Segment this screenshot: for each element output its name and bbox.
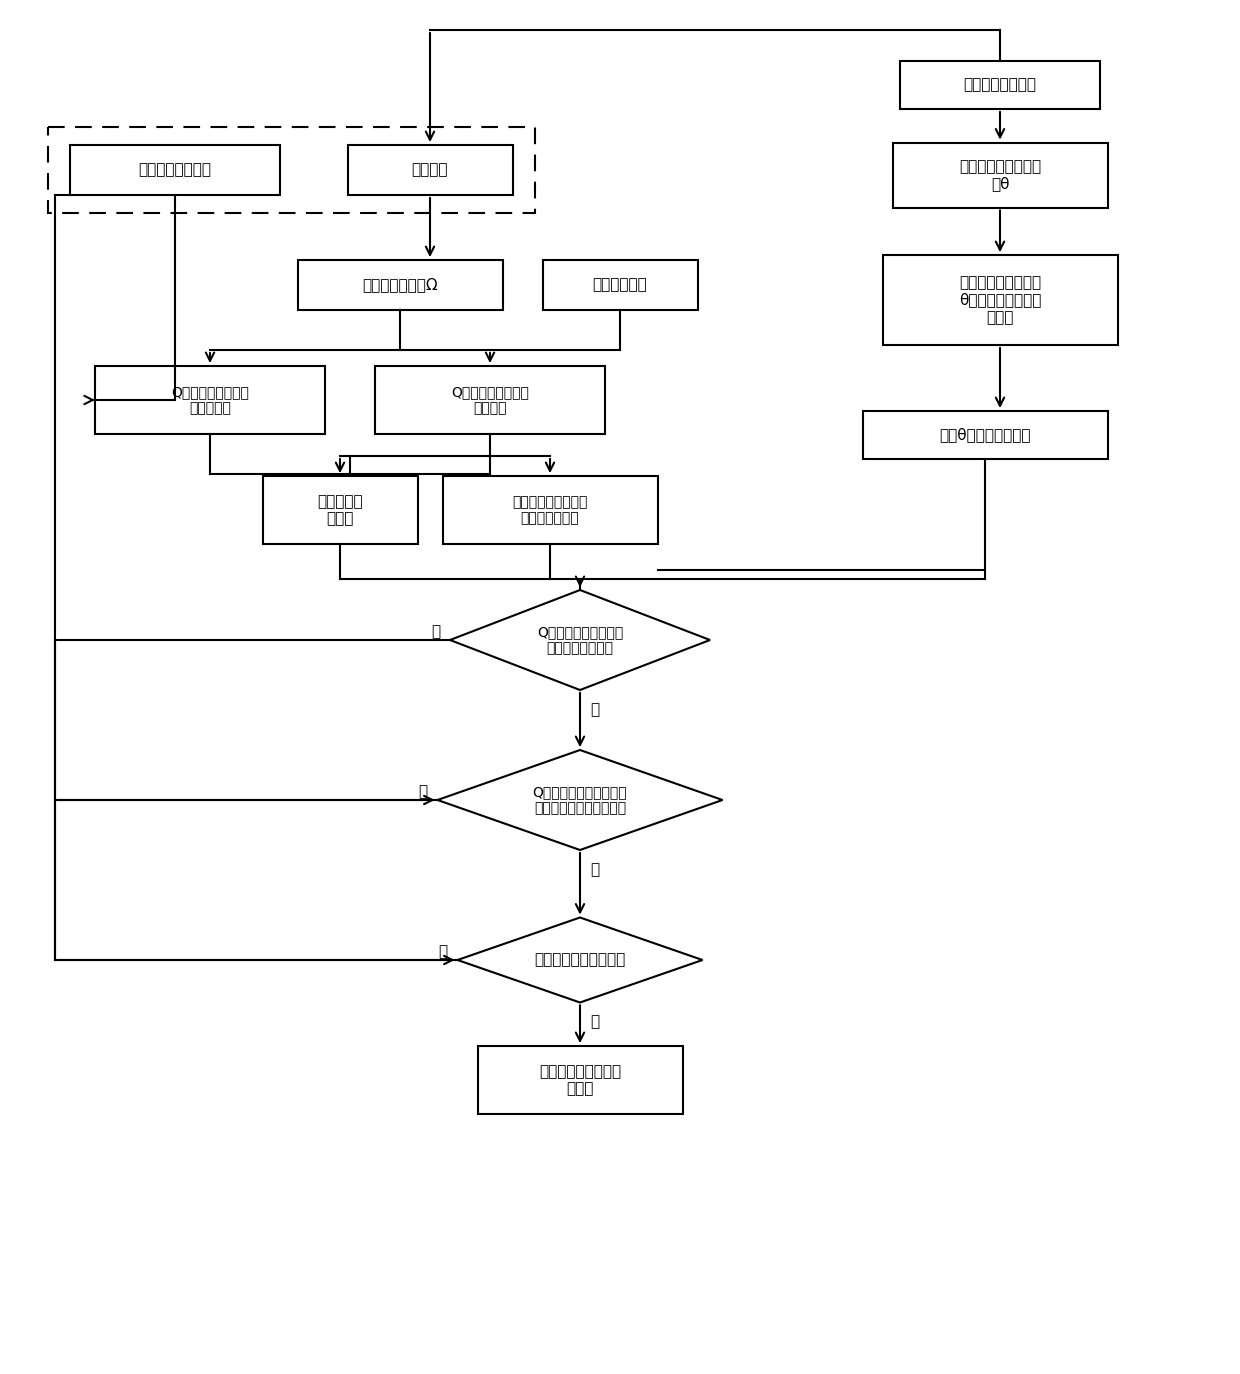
Bar — [95, 365, 325, 434]
Polygon shape — [438, 750, 723, 851]
Polygon shape — [458, 918, 703, 1003]
Bar — [883, 256, 1117, 345]
Bar — [863, 411, 1107, 459]
Bar — [443, 475, 657, 544]
Text: 是: 是 — [590, 702, 599, 717]
Text: 机组安全准则: 机组安全准则 — [593, 278, 647, 293]
Bar — [477, 1046, 682, 1114]
Bar — [347, 146, 512, 195]
Polygon shape — [450, 589, 711, 690]
Text: 堆芯工况模拟计算: 堆芯工况模拟计算 — [139, 162, 212, 177]
Text: 否: 否 — [430, 625, 440, 639]
Bar — [543, 260, 697, 311]
Text: 否: 否 — [418, 785, 428, 800]
Bar — [893, 143, 1107, 207]
Text: 建立堆芯热点因子与
θ中仪表读数的关系
函数集: 建立堆芯热点因子与 θ中仪表读数的关系 函数集 — [959, 275, 1042, 324]
Bar — [69, 146, 280, 195]
Bar — [900, 60, 1100, 109]
Text: 固化堆芯冷却功能控
制策略: 固化堆芯冷却功能控 制策略 — [539, 1063, 621, 1096]
Text: 是: 是 — [590, 1014, 599, 1029]
Text: Q中堆芯冷却方式可
靠性分析: Q中堆芯冷却方式可 靠性分析 — [451, 385, 529, 415]
Bar — [263, 475, 418, 544]
Text: 确定θ中仪表读数限值: 确定θ中仪表读数限值 — [939, 427, 1030, 442]
Text: Q中堆芯冷却方式叠加失
效组合是否满足限值要求: Q中堆芯冷却方式叠加失 效组合是否满足限值要求 — [533, 785, 627, 815]
Text: 堆芯冷却方式集Ω: 堆芯冷却方式集Ω — [362, 278, 438, 293]
Bar — [374, 365, 605, 434]
Text: 否: 否 — [439, 944, 448, 959]
Text: 堆芯冷却方
式序列: 堆芯冷却方 式序列 — [317, 493, 363, 526]
Text: 堆芯冷却表征仪表组
合θ: 堆芯冷却表征仪表组 合θ — [959, 159, 1042, 191]
Text: 堆芯冷却征兆分析: 堆芯冷却征兆分析 — [963, 77, 1037, 92]
Text: 是: 是 — [590, 861, 599, 877]
Text: Q中堆芯冷却方式冷
却能力分析: Q中堆芯冷却方式冷 却能力分析 — [171, 385, 249, 415]
Bar — [298, 260, 502, 311]
Text: 人因验证是否满足要求: 人因验证是否满足要求 — [534, 952, 626, 967]
Text: 电厂设计: 电厂设计 — [412, 162, 448, 177]
Text: Q中单一堆芯冷却方式
是否满足限值要求: Q中单一堆芯冷却方式 是否满足限值要求 — [537, 625, 624, 655]
Text: 机组安全要求堆芯冷
却分析工况清单: 机组安全要求堆芯冷 却分析工况清单 — [512, 495, 588, 525]
Bar — [48, 126, 534, 213]
